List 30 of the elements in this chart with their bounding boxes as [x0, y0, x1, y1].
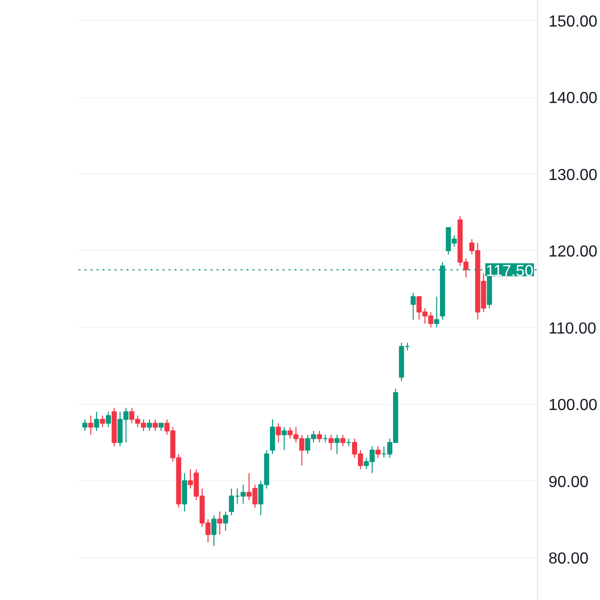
candlestick [152, 418, 158, 432]
y-tick-label: 80.00 [548, 550, 589, 568]
y-tick-label: 150.00 [548, 13, 598, 30]
candlestick [270, 418, 276, 454]
y-tick-label: 140.00 [548, 90, 598, 108]
y-tick-label: 120.00 [548, 244, 598, 261]
candlestick [100, 415, 106, 428]
y-tick-label: 100.00 [548, 397, 598, 414]
candlestick [340, 434, 346, 447]
y-tick-label: 110.00 [548, 320, 596, 338]
candlestick [217, 510, 222, 536]
candlestick [276, 422, 281, 443]
candlestick [211, 514, 216, 547]
candlestick [375, 446, 381, 458]
candlestick [82, 418, 88, 432]
y-tick-label: 130.00 [548, 166, 598, 184]
candlestick [316, 430, 322, 443]
candlestick [223, 510, 228, 532]
candlestick [334, 434, 340, 454]
candlestick [88, 415, 94, 436]
ref-line-label: 117.50 [486, 262, 534, 280]
candlestick [146, 418, 152, 432]
candlestick [106, 411, 111, 428]
candlestick [328, 434, 334, 451]
candlestick [410, 292, 416, 320]
candlestick [434, 296, 440, 328]
y-tick-label: 90.00 [548, 474, 589, 491]
candlestick [182, 472, 188, 512]
candlestick [94, 411, 100, 432]
candlestick [282, 426, 287, 451]
